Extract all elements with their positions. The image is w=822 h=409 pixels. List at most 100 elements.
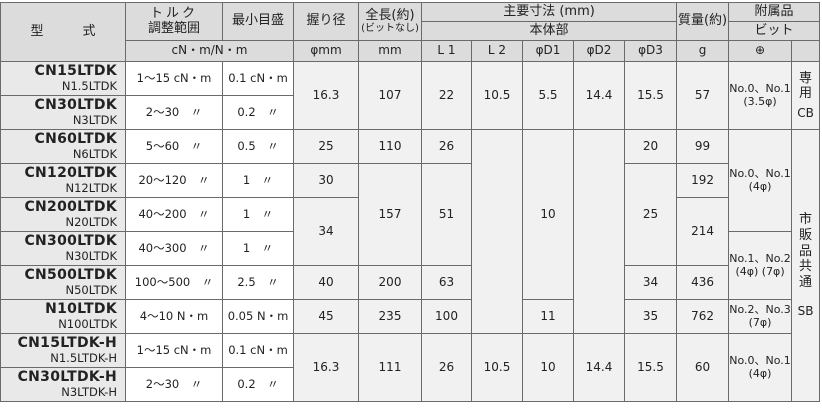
header-D2: φD2 (573, 40, 625, 62)
length-cell: 157 (358, 163, 422, 266)
torque-cell: 40～200 〃 (125, 197, 223, 232)
mass-cell: 192 (676, 163, 730, 198)
phillips-icon: ⊕ (728, 40, 793, 62)
header-body: 本体部 (420, 21, 678, 41)
unit-torque: cN・m/N・m (125, 40, 294, 62)
L1-cell: 100 (421, 299, 472, 334)
D2-cell: 14.4 (573, 61, 625, 130)
torque-cell: 2～30 〃 (125, 95, 223, 130)
model-cell: CN60LTDK N6LTDK (0, 129, 126, 164)
mass-cell: 214 (676, 197, 730, 266)
length-cell: 111 (358, 333, 422, 402)
L1-cell: 63 (421, 265, 472, 300)
min-scale-cell: 1 〃 (222, 197, 294, 232)
D1-cell: 10 (522, 333, 574, 402)
grip-cell: 25 (293, 129, 359, 164)
D1-cell: 5.5 (522, 61, 574, 130)
header-main-dims: 主要寸法 (mm) (420, 2, 678, 22)
header-accessory: 附属品 (728, 2, 821, 22)
L1-cell: 22 (421, 61, 472, 130)
torque-cell: 4～10 N・m (125, 299, 223, 334)
model-cell: CN15LTDK N1.5LTDK (0, 61, 126, 96)
model-cell: CN15LTDK-H N1.5LTDK-H (0, 333, 126, 368)
grip-cell: 45 (293, 299, 359, 334)
header-model: 型 式 (0, 2, 126, 62)
L2-cell: 10.5 (471, 333, 523, 402)
L2-cell-empty (471, 129, 523, 334)
min-scale-cell: 0.1 cN・m (222, 61, 294, 96)
table-row: CN500LTDK N50LTDK 100～500 〃 2.5 〃 40 200 … (0, 265, 820, 300)
min-scale-cell: 0.2 〃 (222, 95, 294, 130)
torque-cell: 100～500 〃 (125, 265, 223, 300)
D3-cell: 20 (623, 129, 678, 164)
min-scale-cell: 1 〃 (222, 231, 294, 266)
model-cell: CN500LTDK N50LTDK (0, 265, 126, 300)
table-row: CN300LTDK N30LTDK 40～300 〃 1 〃 No.1、No.2(… (0, 231, 820, 300)
model-cell: CN120LTDK N12LTDK (0, 163, 126, 198)
model-cell: CN30LTDK-H N3LTDK-H (0, 367, 126, 402)
D2-cell-empty (573, 129, 625, 334)
table-row: CN30LTDK N3LTDK 2～30 〃 0.2 〃 (0, 95, 820, 130)
L1-cell: 26 (421, 333, 472, 402)
header-blank (791, 40, 821, 62)
length-cell: 107 (358, 61, 422, 130)
min-scale-cell: 0.2 〃 (222, 367, 294, 402)
header-grip-dia: 握り径 (293, 2, 359, 41)
min-scale-cell: 0.05 N・m (222, 299, 294, 334)
min-scale-cell: 2.5 〃 (222, 265, 294, 300)
bit-cell: No.0、No.1 (4φ) (728, 129, 793, 232)
table-row: CN120LTDK N12LTDK 20～120 〃 1 〃 30 157 51 … (0, 163, 820, 266)
header-bit: ビット (728, 21, 821, 41)
table-row: CN60LTDK N6LTDK 5～60 〃 0.5 〃 25 110 26 10… (0, 129, 821, 402)
bit-cell: No.0、No.1 (4φ) (728, 333, 793, 402)
length-cell: 235 (358, 299, 422, 334)
torque-cell: 1～15 cN・m (125, 333, 223, 368)
torque-cell: 1～15 cN・m (125, 61, 223, 96)
model-cell: CN30LTDK N3LTDK (0, 95, 126, 130)
min-scale-cell: 1 〃 (222, 163, 294, 198)
torque-cell: 20～120 〃 (125, 163, 223, 198)
table-row: CN15LTDK-H N1.5LTDK-H 1～15 cN・m 0.1 cN・m … (0, 333, 820, 402)
mass-cell: 436 (676, 265, 730, 300)
L1-cell: 51 (421, 163, 472, 266)
header-min-scale: 最小目盛 (222, 2, 294, 41)
D3-cell: 25 (623, 163, 678, 266)
grip-cell: 34 (293, 197, 359, 266)
mass-cell: 762 (676, 299, 730, 334)
L2-cell: 10.5 (471, 61, 523, 130)
unit-grip: φmm (293, 40, 359, 62)
grip-cell: 40 (293, 265, 359, 300)
unit-mass: g (676, 40, 730, 62)
min-scale-cell: 0.5 〃 (222, 129, 294, 164)
table-row: N10LTDK N100LTDK 4～10 N・m 0.05 N・m 45 235… (0, 299, 820, 334)
torque-cell: 40～300 〃 (125, 231, 223, 266)
length-cell: 200 (358, 265, 422, 300)
model-cell: CN200LTDK N20LTDK (0, 197, 126, 232)
D3-cell: 34 (623, 265, 678, 300)
model-cell: CN300LTDK N30LTDK (0, 231, 126, 266)
L1-cell: 26 (421, 129, 472, 164)
grip-cell: 16.3 (293, 61, 359, 130)
torque-cell: 2～30 〃 (125, 367, 223, 402)
model-cell: N10LTDK N100LTDK (0, 299, 126, 334)
header-L2: L 2 (471, 40, 523, 62)
D3-cell: 15.5 (623, 333, 678, 402)
mass-cell: 57 (676, 61, 730, 130)
spec-table: 型 式 トルク 調整範囲 最小目盛 握り径 全長(約) (ビットなし) 主要寸法 (… (0, 2, 821, 402)
D1-cell: 10 (522, 129, 574, 300)
header-length: 全長(約) (ビットなし) (358, 2, 422, 41)
min-scale-cell: 0.1 cN・m (222, 333, 294, 368)
grip-cell: 30 (293, 163, 359, 198)
header-torque-range: トルク 調整範囲 (125, 2, 223, 41)
unit-length: mm (358, 40, 422, 62)
bit-cell: No.1、No.2 (4φ) (7φ) (728, 231, 793, 300)
bit-kind-cell: 専用 CB (791, 61, 821, 130)
D1-cell: 11 (522, 299, 574, 334)
table-row: CN30LTDK-H N3LTDK-H 2～30 〃 0.2 〃 (0, 367, 820, 402)
length-cell: 110 (358, 129, 422, 164)
bit-cell: No.2、No.3 (7φ) (728, 299, 793, 334)
header-L1: L 1 (421, 40, 472, 62)
torque-cell: 5～60 〃 (125, 129, 223, 164)
mass-cell: 99 (676, 129, 730, 164)
grip-cell: 16.3 (293, 333, 359, 402)
